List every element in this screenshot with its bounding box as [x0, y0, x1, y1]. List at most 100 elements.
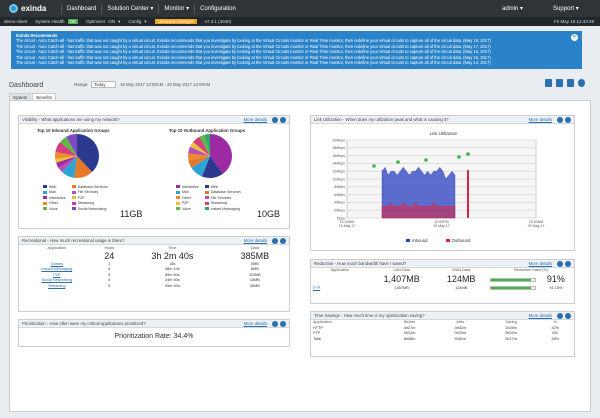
print-icon[interactable]	[545, 79, 552, 87]
brand-logo[interactable]: exinda	[9, 4, 61, 13]
pie-slice[interactable]	[188, 156, 210, 168]
pie-slice[interactable]	[193, 136, 210, 156]
user-dropdown[interactable]: admin ▾	[497, 0, 528, 17]
pie-slice[interactable]	[55, 151, 77, 159]
y-tick-label: 14Mbps	[332, 162, 345, 166]
nav-configuration[interactable]: Configuration	[200, 5, 236, 12]
pie-slice[interactable]	[201, 156, 223, 178]
app-link[interactable]: Games	[50, 261, 63, 266]
help-icon[interactable]	[557, 313, 563, 319]
table-cell: 124MB	[455, 285, 468, 290]
nav-monitor[interactable]: Monitor ▾	[159, 0, 194, 17]
settings-icon[interactable]	[280, 321, 286, 327]
pie-slice[interactable]	[55, 141, 77, 156]
tab-system[interactable]: System	[9, 93, 32, 100]
legend-item: Mail	[43, 190, 66, 195]
legend-swatch	[204, 185, 209, 188]
pie-slice[interactable]	[188, 153, 210, 161]
nav-solution-center[interactable]: Solution Center ▾	[102, 0, 158, 17]
pie-slice[interactable]	[55, 156, 77, 163]
more-details-link[interactable]: More details	[243, 321, 267, 326]
more-details-link[interactable]: More details	[528, 313, 552, 318]
visibility-widget: Visibility - What applications are using…	[18, 115, 290, 229]
legend-item: Other	[43, 201, 66, 206]
tab-benefits[interactable]: Benefits	[32, 93, 56, 100]
more-details-link[interactable]: More details	[243, 238, 267, 243]
app-link[interactable]: Instant Messaging	[41, 267, 73, 272]
peak-marker[interactable]	[466, 152, 470, 156]
legend-item: P2P	[176, 201, 199, 206]
table-cell: 0h02m	[505, 331, 517, 336]
pie-slice[interactable]	[204, 134, 210, 156]
chevron-down-icon: ▾	[118, 18, 121, 24]
inbound-chart-title: Top 10 Inbound Application Groups	[37, 128, 110, 133]
page-title: Dashboard	[9, 82, 44, 89]
more-details-link[interactable]: More details	[528, 117, 552, 122]
range-label: Range:	[74, 82, 89, 87]
settings-icon[interactable]	[565, 117, 571, 123]
help-icon[interactable]	[272, 117, 278, 123]
total-cell	[311, 274, 369, 286]
pie-slice[interactable]	[199, 134, 210, 156]
status-bar: demo-client System Health OK Optimizer ON ▾…	[0, 17, 600, 26]
system-health[interactable]: System Health OK	[31, 17, 82, 26]
range-select[interactable]: Today	[91, 81, 116, 88]
peak-marker[interactable]	[396, 160, 400, 164]
unsaved-changes[interactable]: Unsaved changes	[151, 17, 201, 26]
recommend-item: The circuit - Auto Catch-all - has traff…	[16, 43, 491, 49]
app-link[interactable]: P2P	[53, 272, 61, 277]
peak-marker[interactable]	[457, 155, 461, 159]
settings-icon[interactable]	[565, 313, 571, 319]
pie-slice[interactable]	[77, 134, 100, 173]
settings-icon[interactable]	[280, 238, 286, 244]
peak-marker[interactable]	[372, 164, 376, 168]
top-navigation: exinda Dashboard Solution Center ▾ Monit…	[0, 0, 600, 17]
help-icon[interactable]	[557, 261, 563, 267]
app-link[interactable]: Streaming	[48, 283, 66, 288]
outbound-total: 10GB	[257, 209, 281, 219]
col-header: LAN Data	[393, 268, 410, 272]
pie-slice[interactable]	[190, 141, 210, 156]
config-status[interactable]: Config ▾	[124, 17, 150, 26]
pie-slice[interactable]	[74, 156, 93, 178]
nav-dashboard[interactable]: Dashboard	[67, 5, 97, 12]
help-icon[interactable]	[272, 238, 278, 244]
pie-slice[interactable]	[60, 136, 77, 156]
user-name: admin	[502, 5, 519, 12]
pie-slice[interactable]	[191, 156, 210, 177]
more-details-link[interactable]: More details	[528, 261, 552, 266]
settings-icon[interactable]	[280, 117, 286, 123]
y-tick-label: 6Mbps	[334, 193, 345, 197]
pdf-icon[interactable]	[556, 79, 563, 87]
col-header: Before	[404, 320, 416, 324]
optimizer-status[interactable]: Optimizer ON ▾	[82, 17, 124, 26]
legend-inbound[interactable]: Inbound	[406, 238, 428, 243]
range-text: 19 May 2017 12:00AM - 20 May 2017 12:00A…	[120, 82, 211, 87]
close-icon[interactable]: ✕	[571, 34, 578, 41]
x-tick-label: 19 May 17	[433, 224, 450, 228]
table-cell: 323MB	[248, 272, 261, 277]
pie-slice[interactable]	[61, 156, 77, 178]
app-link[interactable]: Social Networking	[41, 278, 72, 283]
outbound-spike[interactable]	[467, 170, 469, 218]
help-icon[interactable]	[578, 79, 585, 87]
support-dropdown[interactable]: Support ▾	[548, 0, 584, 17]
legend-outbound[interactable]: Outbound	[445, 238, 470, 243]
pie-slice[interactable]	[58, 156, 77, 173]
help-icon[interactable]	[272, 321, 278, 327]
app-link[interactable]: FTP	[313, 285, 321, 290]
settings-icon[interactable]	[565, 261, 571, 267]
schedule-icon[interactable]	[567, 79, 574, 87]
more-details-link[interactable]: More details	[243, 117, 267, 122]
pie-slice[interactable]	[56, 156, 77, 168]
table-cell: 4h27m	[403, 325, 416, 330]
series-outbound-area[interactable]	[381, 202, 456, 219]
table-cell: 28%	[551, 336, 559, 341]
recommendations-panel: Exinda Recommends The circuit - Auto Cat…	[11, 31, 582, 69]
pie-slice[interactable]	[66, 134, 77, 156]
peak-marker[interactable]	[424, 158, 428, 162]
series-inbound-area[interactable]	[381, 166, 456, 219]
pie-slice[interactable]	[188, 146, 210, 156]
help-icon[interactable]	[557, 117, 563, 123]
pie-slice[interactable]	[210, 134, 232, 174]
